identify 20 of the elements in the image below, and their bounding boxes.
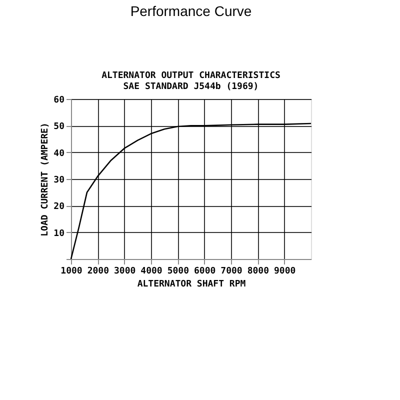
x-tick-label: 8000 — [247, 266, 270, 276]
y-axis-title: LOAD CURRENT (AMPERE) — [40, 122, 51, 236]
x-tick-label: 5000 — [167, 266, 190, 276]
x-tick-label: 3000 — [114, 266, 136, 276]
y-tick-label: 10 — [54, 228, 64, 239]
y-tick-label: 20 — [54, 202, 64, 212]
chart-title: Performance Curve — [130, 3, 252, 19]
y-tick-label: 30 — [54, 176, 64, 186]
x-tick-label: 4000 — [140, 266, 162, 276]
x-axis-title: ALTERNATOR SHAFT RPM — [137, 280, 246, 290]
x-tick-label: 7000 — [220, 266, 242, 276]
x-tick-label: 2000 — [87, 266, 110, 276]
x-tick-label: 9000 — [274, 266, 296, 276]
chart-subtitle: ALTERNATOR OUTPUT CHARACTERISTICS — [102, 71, 280, 81]
x-tick-label: 1000 — [60, 266, 82, 276]
y-tick-label: 60 — [54, 96, 64, 106]
y-tick-label: 50 — [54, 122, 64, 132]
y-tick-label: 40 — [54, 148, 64, 159]
text: SAE STANDARD J544b (1969) — [123, 82, 259, 92]
x-tick-label: 6000 — [194, 266, 216, 276]
